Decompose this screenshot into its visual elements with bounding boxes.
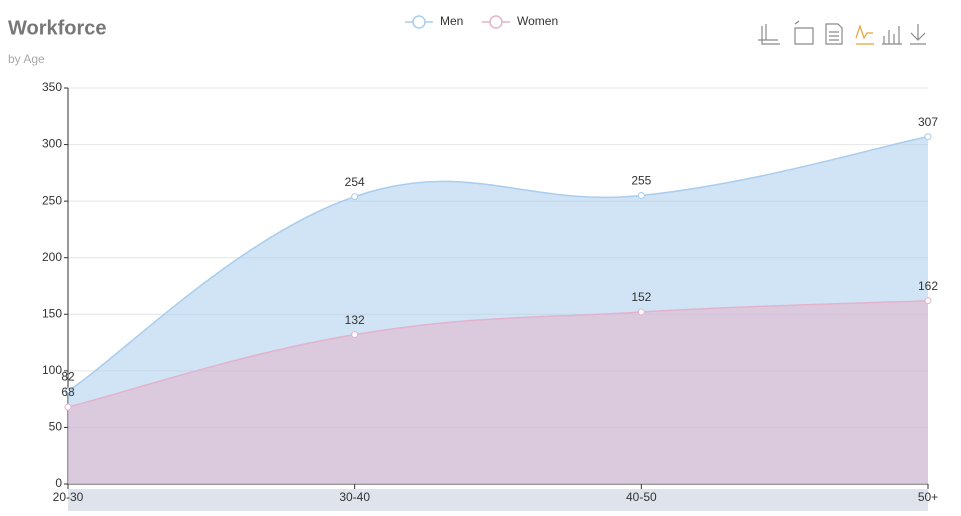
line (67, 135, 929, 392)
point (637, 308, 645, 316)
toolbox[interactable] (758, 20, 926, 45)
x-tick-label: 20-30 (53, 490, 84, 504)
y-tick-label: 250 (42, 193, 62, 207)
point (351, 331, 359, 339)
point (64, 403, 72, 411)
value-label: 255 (631, 174, 651, 188)
value-label: 162 (918, 279, 938, 293)
point (64, 387, 72, 395)
data-view-icon[interactable] (825, 23, 843, 45)
line (67, 299, 929, 408)
y-tick-label: 150 (42, 306, 62, 320)
x-tick-label: 30-40 (339, 490, 370, 504)
line-icon[interactable] (855, 24, 874, 45)
y-tick-label: 200 (42, 250, 62, 264)
chart-subtitle: by Age (8, 52, 45, 66)
y-tick-label: 50 (49, 420, 63, 434)
back-icon[interactable] (794, 20, 814, 45)
x-tick-label: 40-50 (626, 490, 657, 504)
area (68, 300, 928, 484)
legend-marker (412, 15, 426, 29)
point (351, 193, 359, 201)
y-tick-label: 100 (42, 363, 62, 377)
value-label: 152 (631, 290, 651, 304)
point (924, 297, 932, 305)
point (637, 191, 645, 199)
data-zoom[interactable] (68, 489, 928, 511)
legend-label: Men (440, 14, 463, 28)
zoom-icon[interactable] (758, 24, 780, 45)
bar-icon[interactable] (882, 26, 902, 45)
x-tick-label: 50+ (918, 490, 938, 504)
save-icon[interactable] (910, 24, 926, 45)
value-label: 68 (61, 385, 75, 399)
legend-marker (489, 15, 503, 29)
y-tick-label: 300 (42, 137, 62, 151)
value-label: 307 (918, 115, 938, 129)
value-label: 132 (345, 313, 365, 327)
y-tick-label: 0 (55, 476, 62, 490)
value-label: 82 (61, 369, 75, 383)
point (924, 133, 932, 141)
value-label: 254 (345, 175, 365, 189)
chart-title: Workforce (8, 17, 107, 39)
legend-label: Women (517, 14, 558, 28)
y-tick-label: 350 (42, 80, 62, 94)
